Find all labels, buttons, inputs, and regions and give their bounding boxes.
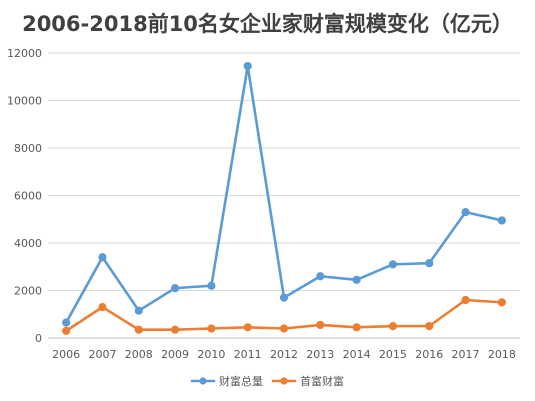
x-tick-label: 2009 [161, 348, 189, 361]
data-point [279, 324, 289, 333]
data-point [461, 295, 470, 305]
y-tick-label: 12000 [7, 47, 42, 60]
x-tick-label: 2015 [379, 348, 407, 361]
x-tick-label: 2006 [52, 348, 80, 361]
y-tick-label: 2000 [14, 285, 42, 298]
legend-marker-2 [280, 377, 288, 385]
data-point [243, 323, 252, 332]
data-point [425, 259, 434, 268]
y-tick-label: 0 [35, 332, 42, 345]
y-tick-label: 10000 [7, 95, 42, 108]
data-point [134, 306, 143, 315]
data-point [352, 323, 361, 332]
x-tick-label: 2007 [88, 348, 116, 361]
x-tick-label: 2010 [197, 348, 225, 361]
legend-label-1: 财富总量 [219, 374, 263, 388]
y-tick-label: 4000 [14, 237, 42, 250]
data-point [243, 61, 252, 71]
data-point [170, 325, 180, 334]
data-point [170, 284, 180, 293]
x-tick-label: 2017 [452, 348, 480, 361]
data-point [62, 326, 71, 335]
data-point [316, 272, 325, 281]
x-tick-label: 2008 [125, 348, 153, 361]
data-point [352, 275, 361, 284]
data-point [497, 298, 506, 307]
x-tick-label: 2012 [270, 348, 298, 361]
legend-label-2: 首富财富 [300, 374, 344, 388]
y-tick-label: 8000 [14, 142, 42, 155]
data-point [98, 253, 107, 262]
x-tick-label: 2016 [415, 348, 443, 361]
data-point [388, 260, 398, 269]
data-point [98, 303, 107, 312]
data-point [62, 318, 71, 327]
x-tick-label: 2018 [488, 348, 516, 361]
data-point [497, 216, 506, 225]
data-point [279, 293, 289, 302]
x-tick-label: 2013 [306, 348, 334, 361]
data-point [425, 322, 434, 331]
data-point [461, 208, 470, 217]
series-line-1 [64, 64, 504, 324]
chart-title: 2006-2018前10名女企业家财富规模变化（亿元） [22, 12, 513, 36]
data-point [207, 281, 216, 290]
data-point [207, 324, 216, 333]
legend-marker-1 [199, 377, 207, 385]
x-tick-label: 2014 [343, 348, 371, 361]
data-point [316, 320, 325, 330]
y-tick-label: 6000 [14, 190, 42, 203]
data-point [388, 322, 398, 331]
x-tick-label: 2011 [234, 348, 262, 361]
data-point [134, 325, 143, 334]
